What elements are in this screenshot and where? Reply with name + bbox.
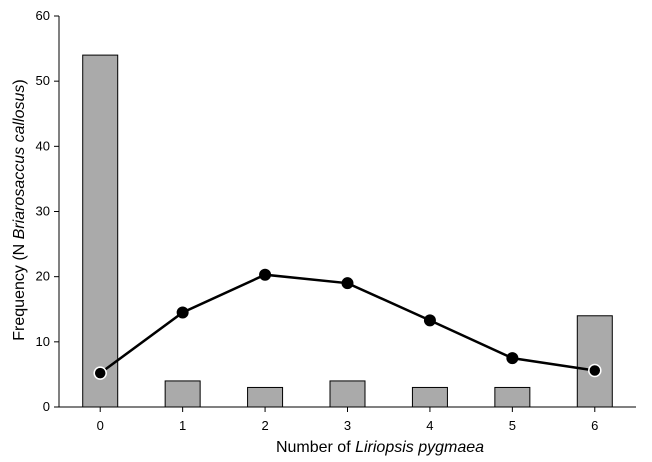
x-tick-label-1: 1 [179, 418, 186, 433]
y-tick-label-50: 50 [36, 73, 50, 88]
y-tick-label-20: 20 [36, 269, 50, 284]
bar-1 [164, 380, 201, 408]
bar-3 [329, 380, 366, 408]
x-tick-label-4: 4 [426, 418, 433, 433]
bar-6 [576, 315, 613, 408]
y-tick-label-60: 60 [36, 8, 50, 23]
y-axis-title: Frequency (N Briarosaccus callosus) [11, 79, 28, 340]
line-point-6 [588, 363, 602, 378]
x-tick-label-3: 3 [344, 418, 351, 433]
line-point-0 [93, 366, 107, 380]
line-point-5 [506, 352, 519, 365]
bar-0 [82, 54, 119, 408]
y-tick-label-10: 10 [36, 334, 50, 349]
bar-4 [411, 386, 448, 408]
line-point-3 [341, 277, 354, 290]
y-tick-label-30: 30 [36, 204, 50, 219]
x-tick-label-0: 0 [97, 418, 104, 433]
x-tick-label-2: 2 [261, 418, 268, 433]
series-line [99, 273, 595, 375]
x-tick-label-5: 5 [509, 418, 516, 433]
plot-area: 0 10 20 30 40 50 60 0 1 2 3 4 5 6 [36, 8, 636, 433]
line-point-4 [423, 314, 436, 327]
line-point-2 [259, 268, 272, 281]
bar-5 [494, 386, 531, 408]
x-axis-title: Number of Liriopsis pygmaea [276, 439, 484, 456]
bar-2 [247, 386, 284, 408]
y-tick-label-40: 40 [36, 138, 50, 153]
y-tick-label-0: 0 [43, 399, 50, 414]
line-point-1 [176, 306, 189, 319]
x-tick-label-6: 6 [591, 418, 598, 433]
